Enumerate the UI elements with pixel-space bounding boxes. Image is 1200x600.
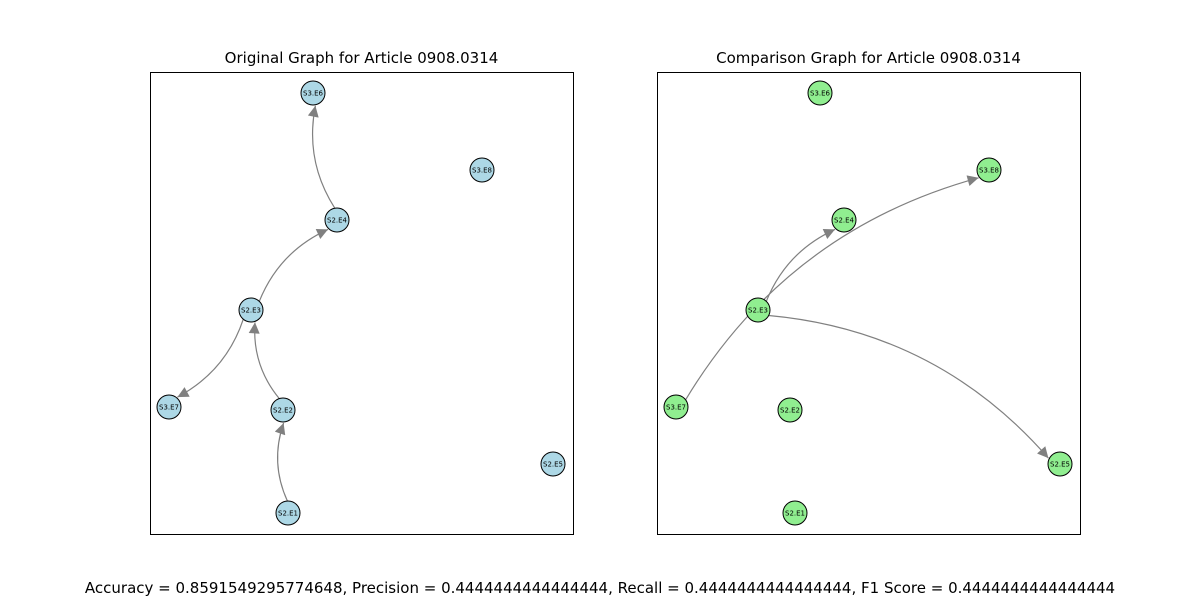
original-node-S3.E8: S3.E8 <box>469 157 495 183</box>
original-node-label: S2.E5 <box>543 461 563 469</box>
original-node-label: S3.E6 <box>303 90 324 98</box>
original-node-S2.E5: S2.E5 <box>540 451 566 477</box>
original-node-S2.E3: S2.E3 <box>238 297 264 323</box>
comparison-node-S2.E1: S2.E1 <box>782 500 808 526</box>
comparison-node-S2.E2: S2.E2 <box>777 397 803 423</box>
original-edge-S2.E3-to-S3.E7 <box>177 319 244 398</box>
original-node-S3.E7: S3.E7 <box>156 394 182 420</box>
comparison-node-label: S3.E6 <box>810 90 831 98</box>
original-node-S2.E2: S2.E2 <box>270 397 296 423</box>
comparison-node-label: S3.E8 <box>979 167 999 175</box>
comparison-edge-S2.E3-to-S2.E4 <box>765 228 836 302</box>
original-graph: S3.E6 S3.E8 S2.E4 S2.E3 S3.E7 S2.E2 S2.E5 S2.E1 <box>156 80 566 526</box>
comparison-node-S3.E6: S3.E6 <box>807 80 833 106</box>
original-node-label: S2.E2 <box>273 407 293 415</box>
original-node-label: S2.E1 <box>278 510 298 518</box>
original-node-S2.E4: S2.E4 <box>324 207 350 233</box>
metrics-summary: Accuracy = 0.8591549295774648, Precision… <box>84 579 1116 597</box>
comparison-node-label: S2.E3 <box>748 307 768 315</box>
original-graph-frame <box>150 72 574 535</box>
comparison-graph-frame <box>657 72 1081 535</box>
original-graph-title: Original Graph for Article 0908.0314 <box>224 49 499 67</box>
original-edge-S2.E2-to-S2.E3 <box>248 322 280 399</box>
original-node-label: S3.E7 <box>159 404 179 412</box>
comparison-graph-title: Comparison Graph for Article 0908.0314 <box>716 49 1021 67</box>
original-node-S3.E6: S3.E6 <box>300 80 326 106</box>
original-node-label: S2.E4 <box>327 217 348 225</box>
original-edge-S2.E1-to-S2.E2 <box>274 422 288 502</box>
comparison-node-label: S2.E5 <box>1050 461 1070 469</box>
comparison-graph: S3.E6 S3.E8 S2.E4 S2.E3 S3.E7 S2.E2 S2.E5 S2.E1 <box>663 80 1073 526</box>
comparison-node-label: S2.E1 <box>785 510 805 518</box>
comparison-edge-S3.E7-to-S3.E8 <box>685 175 979 401</box>
original-node-S2.E1: S2.E1 <box>275 500 301 526</box>
original-node-label: S3.E8 <box>472 167 492 175</box>
comparison-node-label: S3.E7 <box>666 404 686 412</box>
comparison-node-label: S2.E4 <box>834 217 855 225</box>
original-edge-S2.E3-to-S2.E4 <box>258 228 329 302</box>
comparison-node-S2.E3: S2.E3 <box>745 297 771 323</box>
comparison-node-S2.E5: S2.E5 <box>1047 451 1073 477</box>
comparison-node-label: S2.E2 <box>780 407 800 415</box>
comparison-node-S2.E4: S2.E4 <box>831 207 857 233</box>
original-edge-S2.E4-to-S3.E6 <box>307 105 336 209</box>
comparison-node-S3.E7: S3.E7 <box>663 394 689 420</box>
original-node-label: S2.E3 <box>241 307 261 315</box>
comparison-edge-S2.E3-to-S2.E5 <box>768 314 1049 459</box>
comparison-node-S3.E8: S3.E8 <box>976 157 1002 183</box>
